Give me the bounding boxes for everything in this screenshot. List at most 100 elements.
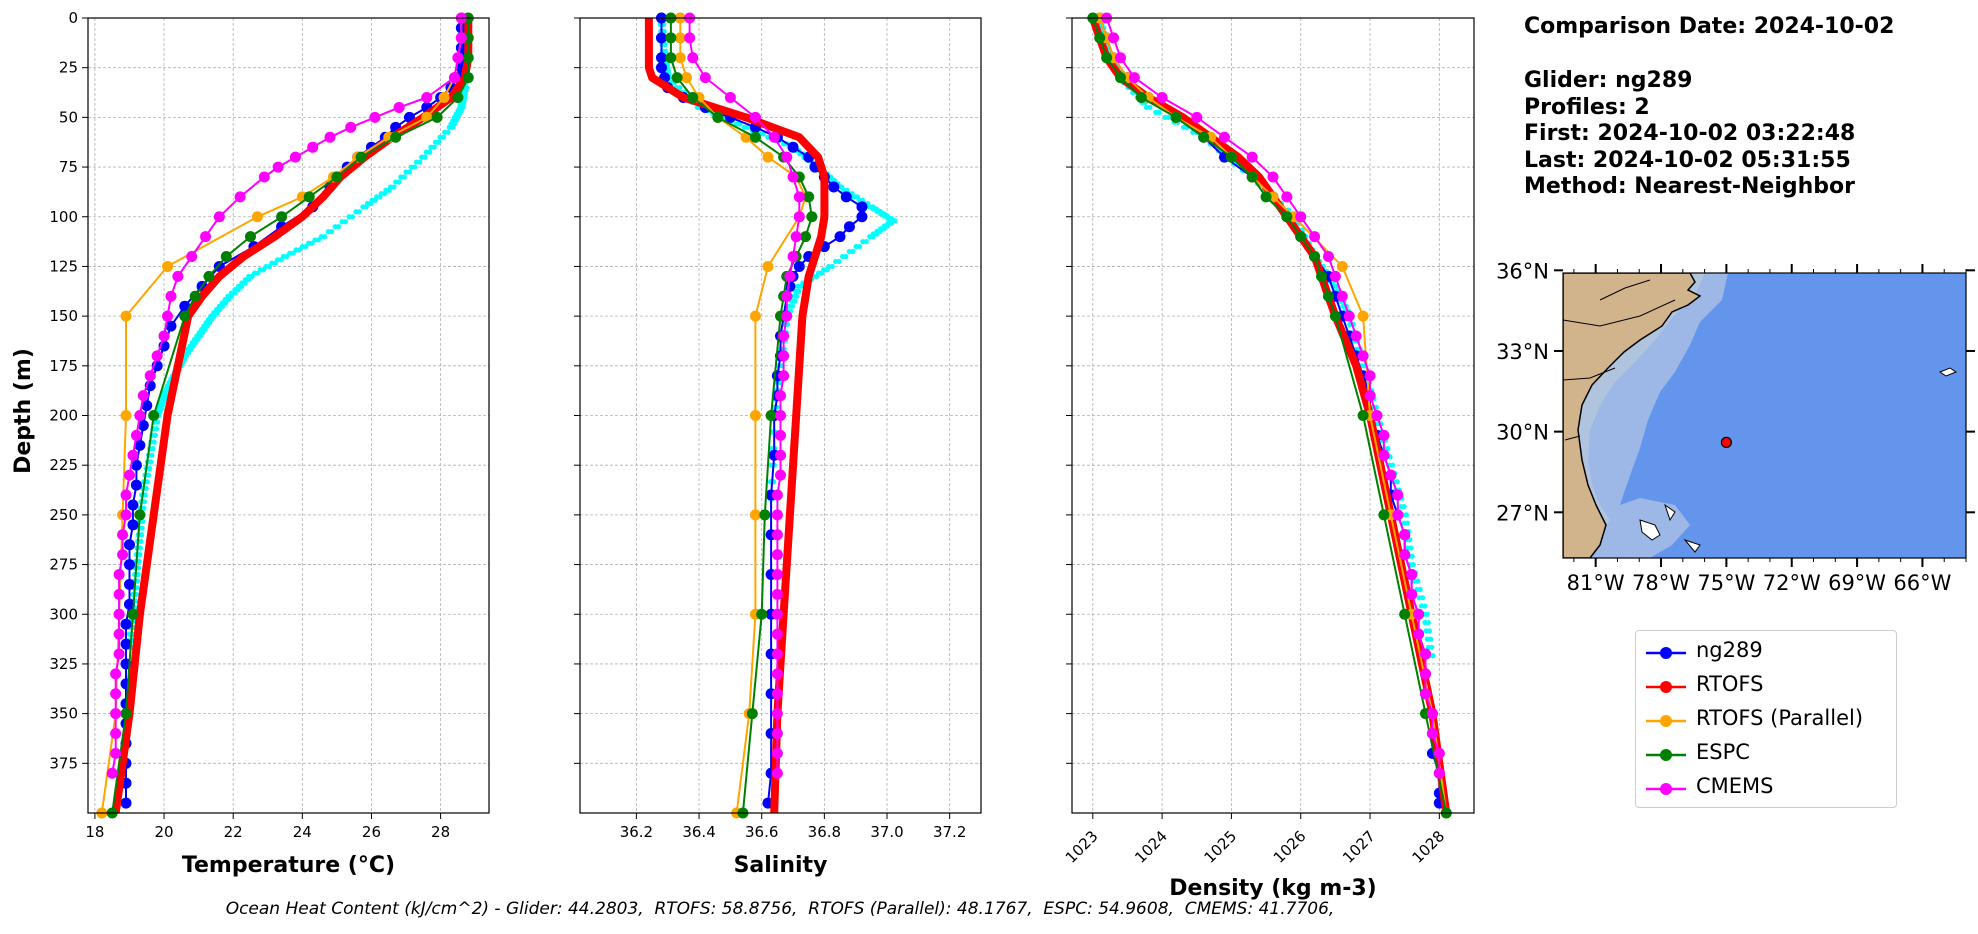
glider-raw-point xyxy=(1409,553,1415,559)
series-point-cmems xyxy=(1322,251,1334,262)
series-point-espc xyxy=(148,410,160,421)
series-point-rtofs-parallel xyxy=(762,260,774,272)
glider-raw-point xyxy=(138,538,144,544)
series-point-espc xyxy=(179,310,191,322)
series-point-cmems xyxy=(162,310,174,322)
series-point-espc xyxy=(746,708,758,720)
glider-raw-point xyxy=(296,247,303,253)
series-point-cmems xyxy=(110,688,122,700)
bermuda-island xyxy=(1938,367,1958,377)
series-point-cmems xyxy=(120,509,132,521)
glider-raw-point xyxy=(829,263,835,270)
series-point-cmems xyxy=(775,410,786,421)
series-point-cmems xyxy=(787,251,799,262)
glider-raw-point xyxy=(431,144,437,150)
glider-raw-point xyxy=(1425,619,1431,626)
series-point-cmems xyxy=(123,469,135,481)
y-tick-label: 125 xyxy=(49,257,78,275)
glider-raw-point xyxy=(874,231,880,237)
glider-raw-point xyxy=(819,270,825,276)
series-point-ng289 xyxy=(137,419,149,431)
map-lon-label: 72°W xyxy=(1763,571,1821,595)
series-point-cmems xyxy=(768,131,780,143)
series-point-ng289 xyxy=(130,459,142,471)
legend-label-cmems: CMEMS xyxy=(1696,774,1774,798)
map-lat-label: 36°N xyxy=(1496,259,1549,283)
glider-raw-point xyxy=(881,226,887,232)
series-point-cmems xyxy=(1350,330,1362,342)
series-point-cmems xyxy=(113,569,125,580)
glider-raw-point xyxy=(427,149,433,155)
series-point-cmems xyxy=(1419,648,1431,660)
series-point-rtofs-parallel xyxy=(762,151,774,163)
glider-raw-point xyxy=(386,187,392,193)
series-point-cmems xyxy=(200,231,212,243)
series-point-espc xyxy=(203,270,215,282)
y-tick-label: 25 xyxy=(59,59,78,77)
map-frame xyxy=(1562,272,1967,559)
series-point-cmems xyxy=(699,72,711,84)
series-point-cmems xyxy=(1433,747,1445,759)
glider-raw-point xyxy=(139,525,145,531)
glider-raw-point xyxy=(1410,561,1416,568)
legend-item-rtofs: RTOFS xyxy=(1644,671,1894,701)
x-axis-label: Density (kg m-3) xyxy=(1169,876,1377,901)
series-point-cmems xyxy=(771,747,783,759)
glider-raw-point xyxy=(836,258,842,265)
map-lon-label: 75°W xyxy=(1697,571,1755,595)
series-line-cmems xyxy=(1105,17,1441,774)
legend-label-ng289: ng289 xyxy=(1696,638,1763,662)
series-point-rtofs-parallel xyxy=(674,52,686,64)
glider-raw-point xyxy=(445,129,451,135)
x-tick-label: 36.4 xyxy=(682,823,715,841)
series-point-espc xyxy=(1115,72,1127,84)
glider-raw-point xyxy=(450,124,456,130)
glider-raw-point xyxy=(792,298,798,304)
series-point-espc xyxy=(244,231,256,243)
series-point-cmems xyxy=(1433,767,1445,779)
ocean-heat-content-summary: Ocean Heat Content (kJ/cm^2) - Glider: 4… xyxy=(225,899,1335,919)
series-line-ng289 xyxy=(1098,17,1441,804)
series-point-ng289 xyxy=(123,559,135,571)
series-point-ng289 xyxy=(840,191,852,203)
series-point-cmems xyxy=(1218,131,1230,143)
glider-raw-point xyxy=(1389,462,1396,468)
glider-raw-point xyxy=(141,505,147,511)
y-tick-label: 50 xyxy=(59,108,78,126)
series-point-cmems xyxy=(106,767,118,779)
series-point-ng289 xyxy=(123,539,135,551)
series-point-ng289 xyxy=(120,638,132,650)
glider-raw-point xyxy=(440,134,447,140)
series-point-cmems xyxy=(1309,231,1321,243)
series-point-cmems xyxy=(793,191,805,203)
glider-raw-point xyxy=(1165,114,1172,120)
bahamas-islands xyxy=(1639,503,1701,553)
series-point-cmems xyxy=(1399,529,1411,541)
glider-raw-point xyxy=(335,224,342,230)
location-map: 81°W 78°W 75°W 72°W 69°W 66°W 36°N 33°N 30°N 27°N xyxy=(1496,259,1975,595)
series-point-cmems xyxy=(775,429,786,441)
glider-raw-point xyxy=(151,439,157,445)
series-point-ng289 xyxy=(127,519,139,531)
legend-marker-ng289 xyxy=(1646,647,1686,659)
glider-raw-point xyxy=(1394,479,1400,485)
map-lon-label: 78°W xyxy=(1632,571,1690,595)
series-point-cmems xyxy=(787,171,799,183)
series-point-espc xyxy=(1094,32,1106,44)
series-point-cmems xyxy=(455,32,467,44)
series-point-espc xyxy=(1399,608,1411,620)
interpolation-method: Method: Nearest-Neighbor xyxy=(1524,174,1855,199)
series-point-ng289 xyxy=(141,400,153,412)
series-point-cmems xyxy=(1426,708,1438,720)
glider-raw-point xyxy=(141,499,148,505)
glider-raw-point xyxy=(235,287,241,293)
glider-raw-point xyxy=(261,267,267,273)
series-point-cmems xyxy=(784,270,796,282)
glider-raw-point xyxy=(342,219,349,225)
series-point-rtofs-parallel xyxy=(251,211,263,223)
glider-raw-point xyxy=(150,446,156,452)
series-line-rtofs xyxy=(644,18,829,814)
series-point-cmems xyxy=(1357,350,1369,362)
glider-raw-point xyxy=(824,267,830,273)
